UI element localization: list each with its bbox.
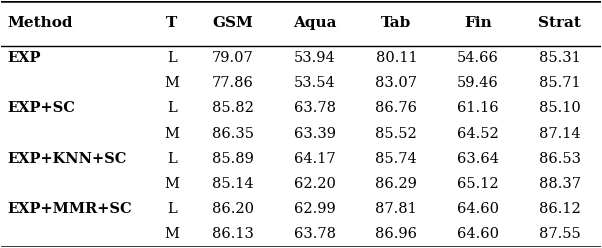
Text: 85.31: 85.31 [539,51,581,65]
Text: 63.39: 63.39 [294,126,336,141]
Text: 77.86: 77.86 [212,76,254,90]
Text: 63.78: 63.78 [294,227,336,241]
Text: 54.66: 54.66 [457,51,499,65]
Text: 59.46: 59.46 [457,76,499,90]
Text: 85.89: 85.89 [212,152,254,166]
Text: EXP+MMR+SC: EXP+MMR+SC [7,202,132,216]
Text: L: L [167,152,176,166]
Text: 85.52: 85.52 [376,126,417,141]
Text: 86.53: 86.53 [539,152,581,166]
Text: M: M [164,227,179,241]
Text: 65.12: 65.12 [458,177,499,191]
Text: 62.99: 62.99 [294,202,335,216]
Text: M: M [164,76,179,90]
Text: 86.96: 86.96 [375,227,417,241]
Text: 53.54: 53.54 [294,76,335,90]
Text: L: L [167,202,176,216]
Text: T: T [166,16,177,31]
Text: Method: Method [7,16,73,31]
Text: EXP: EXP [7,51,41,65]
Text: 86.13: 86.13 [212,227,254,241]
Text: 86.12: 86.12 [539,202,581,216]
Text: 80.11: 80.11 [376,51,417,65]
Text: 85.10: 85.10 [539,101,581,115]
Text: Tab: Tab [381,16,411,31]
Text: 87.81: 87.81 [376,202,417,216]
Text: L: L [167,101,176,115]
Text: Aqua: Aqua [293,16,337,31]
Text: 64.60: 64.60 [457,202,499,216]
Text: 85.71: 85.71 [539,76,580,90]
Text: 86.35: 86.35 [212,126,254,141]
Text: 83.07: 83.07 [375,76,417,90]
Text: Fin: Fin [464,16,492,31]
Text: 62.20: 62.20 [294,177,335,191]
Text: M: M [164,177,179,191]
Text: 86.29: 86.29 [376,177,417,191]
Text: 86.76: 86.76 [375,101,417,115]
Text: 85.14: 85.14 [212,177,253,191]
Text: M: M [164,126,179,141]
Text: 53.94: 53.94 [294,51,335,65]
Text: 85.82: 85.82 [212,101,254,115]
Text: 64.52: 64.52 [457,126,499,141]
Text: 85.74: 85.74 [376,152,417,166]
Text: EXP+SC: EXP+SC [7,101,75,115]
Text: 61.16: 61.16 [458,101,499,115]
Text: 86.20: 86.20 [212,202,254,216]
Text: 79.07: 79.07 [212,51,254,65]
Text: EXP+KNN+SC: EXP+KNN+SC [7,152,127,166]
Text: 63.64: 63.64 [457,152,499,166]
Text: 64.60: 64.60 [457,227,499,241]
Text: 64.17: 64.17 [294,152,335,166]
Text: GSM: GSM [213,16,253,31]
Text: 88.37: 88.37 [539,177,581,191]
Text: Strat: Strat [538,16,581,31]
Text: 87.55: 87.55 [539,227,581,241]
Text: L: L [167,51,176,65]
Text: 63.78: 63.78 [294,101,336,115]
Text: 87.14: 87.14 [539,126,580,141]
